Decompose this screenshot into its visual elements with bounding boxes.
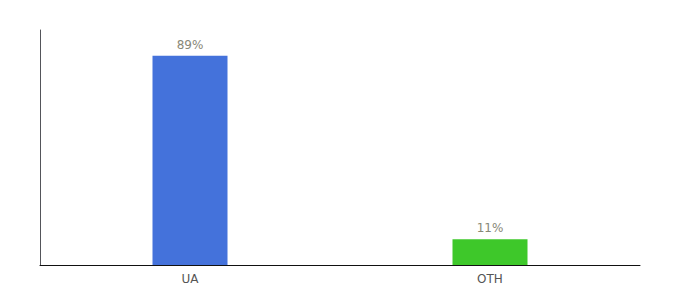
svg-text:OTH: OTH bbox=[477, 272, 503, 286]
svg-text:UA: UA bbox=[182, 272, 200, 286]
svg-text:89%: 89% bbox=[177, 38, 204, 52]
svg-text:11%: 11% bbox=[477, 221, 504, 235]
